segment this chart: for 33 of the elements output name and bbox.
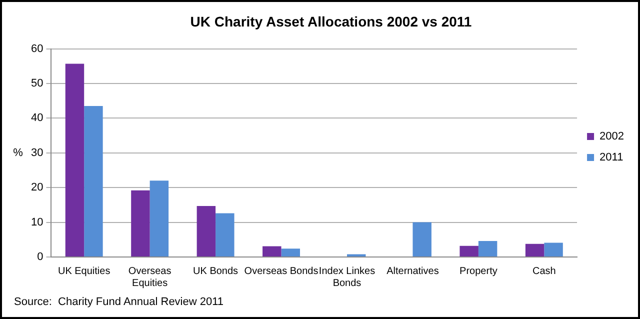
legend-label: 2011 bbox=[600, 152, 624, 164]
bar bbox=[84, 106, 103, 256]
x-tick-label: UK Bonds bbox=[193, 266, 238, 277]
y-axis-title: % bbox=[13, 146, 24, 159]
y-tick-label: 20 bbox=[30, 182, 44, 194]
bar bbox=[216, 213, 234, 256]
bar bbox=[150, 180, 169, 256]
x-tick-label: Index Linkes Bonds bbox=[318, 266, 376, 289]
bar bbox=[196, 206, 216, 256]
x-tick-label: Overseas Bonds bbox=[244, 266, 318, 277]
y-tick-label: 40 bbox=[30, 112, 44, 124]
legend-label: 2002 bbox=[600, 130, 624, 143]
x-tick-label: Overseas Equities bbox=[128, 266, 172, 289]
bar bbox=[478, 241, 498, 256]
x-tick-label: Cash bbox=[532, 266, 556, 277]
bar bbox=[262, 246, 282, 256]
x-tick-label: Alternatives bbox=[386, 266, 439, 277]
x-tick-label: UK Equities bbox=[58, 266, 110, 277]
bar bbox=[412, 222, 432, 256]
bar bbox=[65, 64, 84, 256]
y-tick-label: 10 bbox=[30, 216, 44, 228]
y-tick-label: 30 bbox=[30, 146, 44, 159]
chart-title: UK Charity Asset Allocations 2002 vs 2011 bbox=[190, 13, 472, 30]
bar bbox=[525, 244, 544, 256]
x-tick-label: Property bbox=[460, 266, 498, 277]
y-tick-label: 60 bbox=[30, 42, 44, 55]
y-tick-label: 50 bbox=[30, 78, 44, 90]
bar bbox=[460, 246, 478, 256]
y-tick-label: 0 bbox=[37, 251, 44, 264]
bar bbox=[131, 190, 150, 256]
bar bbox=[281, 248, 300, 256]
source-note: Source: Charity Fund Annual Review 2011 bbox=[14, 296, 224, 308]
bar bbox=[544, 242, 563, 256]
